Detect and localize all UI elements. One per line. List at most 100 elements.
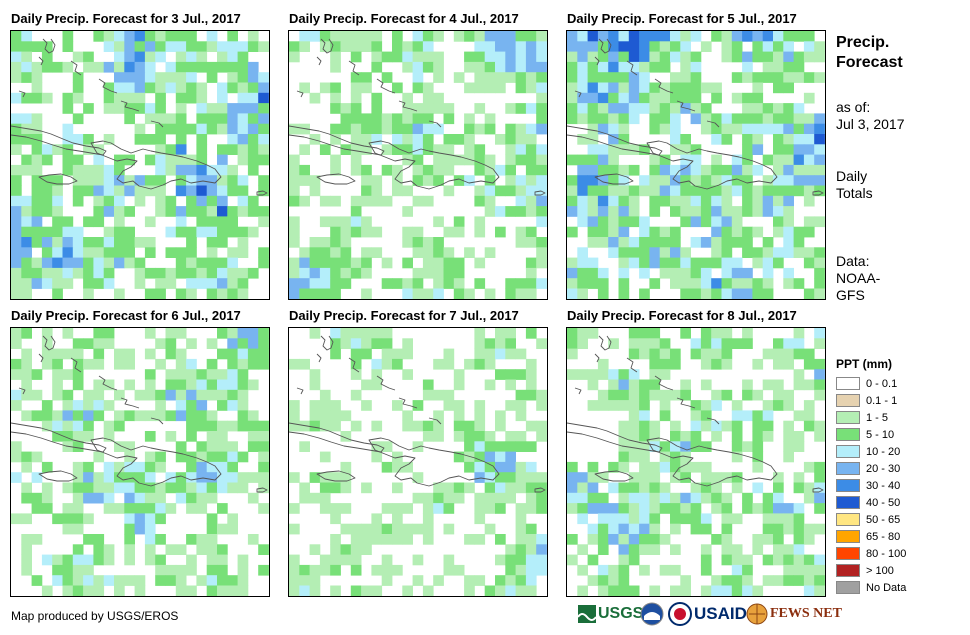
- precip-cell: [62, 389, 74, 401]
- precip-cell: [649, 175, 661, 186]
- precip-cell: [175, 267, 187, 279]
- precip-cell: [402, 338, 413, 349]
- precip-cell: [217, 420, 228, 432]
- precip-cell: [680, 328, 691, 339]
- precip-cell: [628, 431, 640, 442]
- precip-cell: [350, 82, 362, 94]
- precip-cell: [700, 523, 712, 535]
- precip-cell: [680, 492, 691, 504]
- precip-cell: [227, 328, 238, 339]
- precip-cell: [52, 288, 63, 299]
- precip-cell: [31, 278, 43, 289]
- precip-cell: [536, 92, 547, 104]
- coastline: [70, 357, 82, 373]
- precip-cell: [639, 513, 650, 525]
- precip-cell: [700, 237, 712, 248]
- precip-cell: [577, 369, 588, 380]
- precip-cell: [371, 195, 383, 207]
- precip-cell: [464, 154, 475, 166]
- precip-cell: [577, 492, 588, 504]
- precip-cell: [52, 237, 63, 248]
- precip-cell: [814, 144, 825, 155]
- precip-cell: [309, 585, 321, 596]
- precip-cell: [628, 534, 640, 545]
- precip-cell: [577, 472, 588, 483]
- precip-cell: [649, 51, 661, 63]
- precip-cell: [525, 31, 537, 42]
- precip-cell: [608, 92, 619, 104]
- precip-cell: [505, 41, 516, 52]
- precip-cell: [803, 400, 815, 411]
- precip-cell: [11, 134, 22, 145]
- precip-cell: [577, 338, 588, 349]
- precip-cell: [731, 575, 743, 586]
- precip-cell: [196, 534, 208, 545]
- precip-cell: [72, 113, 84, 125]
- precip-cell: [762, 195, 774, 207]
- precip-cell: [330, 472, 341, 483]
- legend-swatch: [836, 411, 860, 424]
- precip-cell: [62, 420, 74, 432]
- precip-cell: [567, 288, 578, 299]
- precip-cell: [690, 513, 702, 525]
- precip-cell: [422, 41, 434, 52]
- precip-cell: [721, 472, 733, 483]
- precip-cell: [773, 185, 784, 197]
- precip-cell: [731, 431, 743, 442]
- precip-cell: [402, 113, 413, 125]
- precip-cell: [361, 113, 372, 125]
- precip-cell: [31, 185, 43, 197]
- precip-cell: [721, 41, 733, 52]
- precip-cell: [41, 195, 53, 207]
- precip-cell: [186, 206, 197, 217]
- coastline: [594, 353, 600, 363]
- precip-cell: [721, 338, 733, 349]
- precip-cell: [258, 113, 269, 125]
- precip-cell: [731, 154, 743, 166]
- precip-cell: [731, 185, 743, 197]
- precip-cell: [114, 185, 125, 197]
- precip-cell: [206, 185, 218, 197]
- precip-cell: [783, 175, 794, 186]
- precip-cell: [670, 431, 681, 442]
- precip-cell: [433, 103, 444, 114]
- precip-cell: [258, 472, 269, 483]
- precip-cell: [659, 247, 671, 258]
- precip-cell: [186, 400, 197, 411]
- precip-cell: [299, 441, 310, 452]
- precip-cell: [31, 575, 43, 586]
- precip-cell: [165, 348, 177, 360]
- precip-cell: [505, 278, 516, 289]
- precip-cell: [783, 216, 794, 228]
- precip-cell: [495, 82, 506, 94]
- precip-cell: [330, 195, 341, 207]
- precip-cell: [711, 154, 722, 166]
- coastline: [90, 437, 222, 487]
- precip-cell: [350, 226, 362, 238]
- precip-cell: [793, 134, 805, 145]
- precip-cell: [773, 31, 784, 42]
- precip-cell: [731, 513, 743, 525]
- precip-cell: [577, 113, 588, 125]
- precip-cell: [247, 31, 259, 42]
- precip-cell: [515, 278, 527, 289]
- precip-cell: [196, 278, 208, 289]
- precip-cell: [83, 247, 94, 258]
- precip-cell: [433, 216, 444, 228]
- precip-cell: [72, 267, 84, 279]
- precip-cell: [186, 379, 197, 391]
- coastline: [90, 140, 222, 190]
- precip-cell: [495, 461, 506, 473]
- precip-cell: [803, 461, 815, 473]
- precip-cell: [608, 461, 619, 473]
- precip-cell: [474, 164, 486, 176]
- precip-cell: [659, 103, 671, 114]
- precip-cell: [196, 257, 208, 269]
- precip-cell: [361, 195, 372, 207]
- precip-cell: [227, 247, 238, 258]
- precip-cell: [649, 389, 661, 401]
- precip-cell: [361, 175, 372, 186]
- precip-cell: [680, 472, 691, 483]
- precip-cell: [721, 544, 733, 555]
- precip-cell: [83, 338, 94, 349]
